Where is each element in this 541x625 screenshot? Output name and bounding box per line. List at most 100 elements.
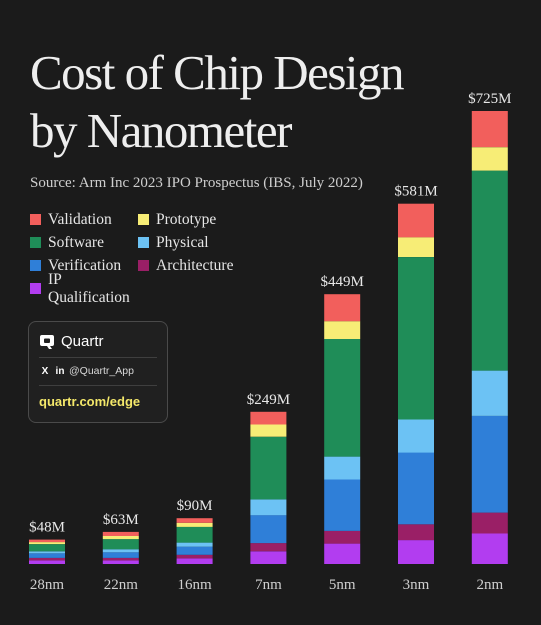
legend-label: Physical bbox=[156, 233, 209, 251]
legend-swatch bbox=[30, 237, 41, 248]
bar-segment bbox=[250, 515, 287, 544]
legend-swatch bbox=[138, 260, 149, 271]
bar-segment bbox=[102, 539, 139, 550]
legend-swatch bbox=[138, 214, 149, 225]
bar-segment bbox=[29, 551, 65, 554]
bar-segment bbox=[29, 539, 65, 543]
legend-item: Physical bbox=[138, 233, 268, 252]
bar-segment bbox=[102, 531, 139, 536]
bar-segment bbox=[250, 436, 287, 500]
bar-segment bbox=[102, 549, 139, 553]
source-subtitle: Source: Arm Inc 2023 IPO Prospectus (IBS… bbox=[30, 175, 363, 191]
legend-label: Architecture bbox=[156, 256, 234, 274]
legend-label: Verification bbox=[48, 256, 122, 274]
legend-item: IP Qualification bbox=[30, 271, 138, 306]
bar-segment bbox=[471, 147, 508, 171]
bar-segment bbox=[471, 512, 508, 534]
legend-item: Validation bbox=[30, 210, 138, 229]
bar-segment bbox=[471, 533, 508, 564]
bar-segment bbox=[102, 557, 139, 561]
category-label: 28nm bbox=[30, 577, 65, 593]
category-label: 16nm bbox=[178, 577, 213, 593]
bar-segment bbox=[250, 499, 287, 516]
x-logo-icon: X bbox=[41, 365, 49, 377]
page-title: Cost of Chip Design by Nanometer bbox=[30, 44, 405, 160]
bar-segment bbox=[176, 554, 213, 559]
bar-segment bbox=[250, 424, 287, 437]
legend-swatch bbox=[30, 214, 41, 225]
legend-swatch bbox=[30, 260, 41, 271]
bar-segment bbox=[471, 111, 508, 148]
bar-segment bbox=[102, 560, 139, 564]
quartr-brand-name: Quartr bbox=[61, 333, 104, 350]
legend-label: Validation bbox=[48, 210, 112, 228]
title-line-2: by Nanometer bbox=[30, 103, 292, 158]
bar-segment bbox=[176, 518, 213, 523]
bar-total-label: $449M bbox=[321, 274, 364, 290]
social-handle-row[interactable]: X in @Quartr_App bbox=[39, 365, 134, 377]
social-handle: @Quartr_App bbox=[69, 365, 134, 377]
bar-total-label: $48M bbox=[29, 520, 65, 536]
bar-segment bbox=[471, 415, 508, 513]
bar-segment bbox=[29, 553, 65, 558]
bar-segment bbox=[176, 558, 213, 564]
bar-segment bbox=[29, 560, 65, 564]
category-label: 7nm bbox=[255, 577, 282, 593]
bar-total-label: $249M bbox=[247, 392, 290, 408]
quartr-brand: Quartr bbox=[39, 333, 104, 350]
bar-segment bbox=[324, 339, 361, 457]
chart-legend: Validation Prototype Software Physical Verif… bbox=[30, 210, 270, 306]
bar-segment bbox=[324, 321, 361, 339]
bar-segment bbox=[176, 542, 213, 547]
bar-segment bbox=[250, 411, 287, 425]
legend-item: Architecture bbox=[138, 256, 268, 275]
bar-segment bbox=[102, 552, 139, 558]
bar-segment bbox=[176, 522, 213, 527]
bar-segment bbox=[471, 370, 508, 416]
bar-segment bbox=[324, 530, 361, 544]
quartr-logo-icon bbox=[40, 334, 54, 349]
bar-total-label: $63M bbox=[103, 512, 139, 528]
category-label: 22nm bbox=[104, 577, 139, 593]
card-divider bbox=[39, 357, 157, 358]
legend-item: Verification bbox=[30, 256, 138, 275]
quartr-card: Quartr X in @Quartr_App quartr.com/edge bbox=[28, 321, 168, 423]
bar-segment bbox=[471, 170, 508, 371]
bar-segment bbox=[29, 544, 65, 552]
bar-total-label: $581M bbox=[394, 184, 437, 200]
legend-item: Prototype bbox=[138, 210, 268, 229]
bar-segment bbox=[398, 452, 434, 525]
bar-segment bbox=[102, 536, 139, 540]
legend-swatch bbox=[138, 237, 149, 248]
category-label: 2nm bbox=[476, 577, 503, 593]
legend-label: Software bbox=[48, 233, 104, 251]
legend-item: Software bbox=[30, 233, 138, 252]
bar-segment bbox=[398, 257, 434, 420]
legend-label: Prototype bbox=[156, 210, 217, 228]
bar-segment bbox=[324, 479, 361, 531]
bar-segment bbox=[29, 557, 65, 561]
bar-segment bbox=[250, 543, 287, 552]
quartr-link[interactable]: quartr.com/edge bbox=[39, 394, 141, 409]
bar-segment bbox=[398, 203, 434, 238]
card-divider bbox=[39, 385, 157, 386]
legend-label: IP Qualification bbox=[48, 270, 130, 306]
bar-segment bbox=[398, 524, 434, 541]
bar-segment bbox=[324, 456, 361, 480]
bar-segment bbox=[398, 237, 434, 257]
bar-segment bbox=[176, 546, 213, 555]
category-label: 3nm bbox=[403, 577, 430, 593]
bar-total-label: $90M bbox=[177, 498, 213, 514]
bar-segment bbox=[324, 294, 361, 322]
category-label: 5nm bbox=[329, 577, 356, 593]
title-line-1: Cost of Chip Design bbox=[30, 45, 405, 100]
linkedin-logo-icon: in bbox=[55, 365, 65, 377]
bar-segment bbox=[29, 542, 65, 545]
bar-segment bbox=[324, 543, 361, 564]
bar-total-label: $725M bbox=[468, 91, 511, 107]
bar-segment bbox=[398, 540, 434, 564]
bar-segment bbox=[250, 551, 287, 564]
bar-segment bbox=[176, 526, 213, 543]
bar-segment bbox=[398, 419, 434, 453]
